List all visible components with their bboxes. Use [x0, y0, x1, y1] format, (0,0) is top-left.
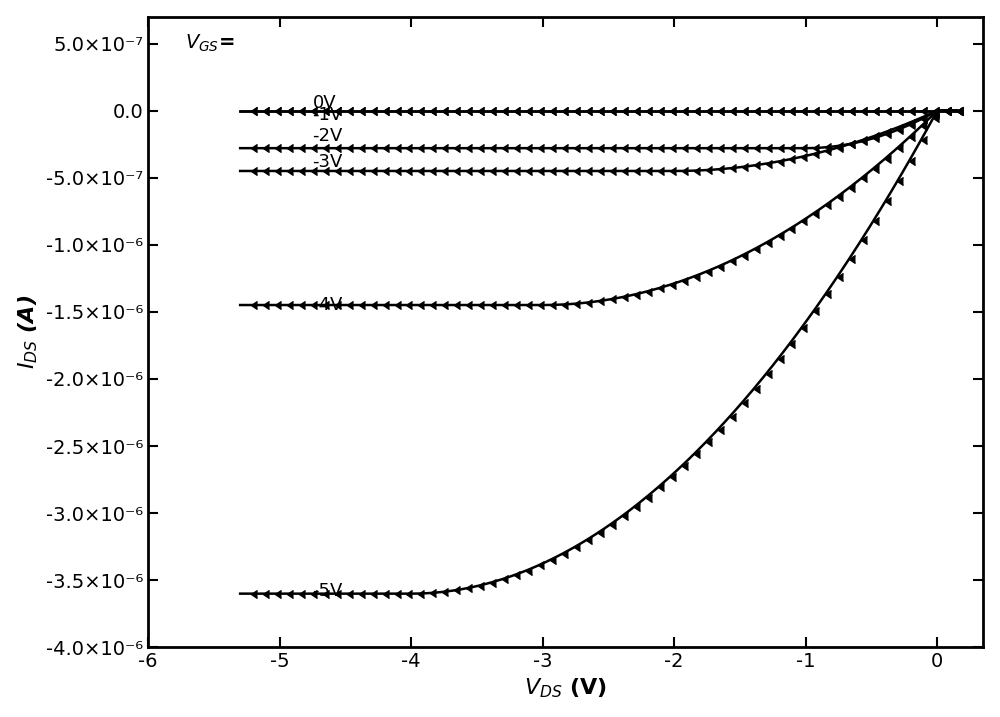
Text: $V_{GS}$=: $V_{GS}$= — [185, 33, 234, 54]
Text: -2V: -2V — [312, 127, 343, 145]
Text: -4V: -4V — [312, 296, 343, 314]
Text: -5V: -5V — [312, 582, 343, 600]
X-axis label: $V_{DS}$ (V): $V_{DS}$ (V) — [524, 677, 607, 701]
Y-axis label: $I_{DS}$ (A): $I_{DS}$ (A) — [17, 295, 40, 369]
Text: -3V: -3V — [312, 153, 343, 171]
Text: -1V: -1V — [312, 106, 343, 124]
Text: 0V: 0V — [312, 94, 336, 113]
